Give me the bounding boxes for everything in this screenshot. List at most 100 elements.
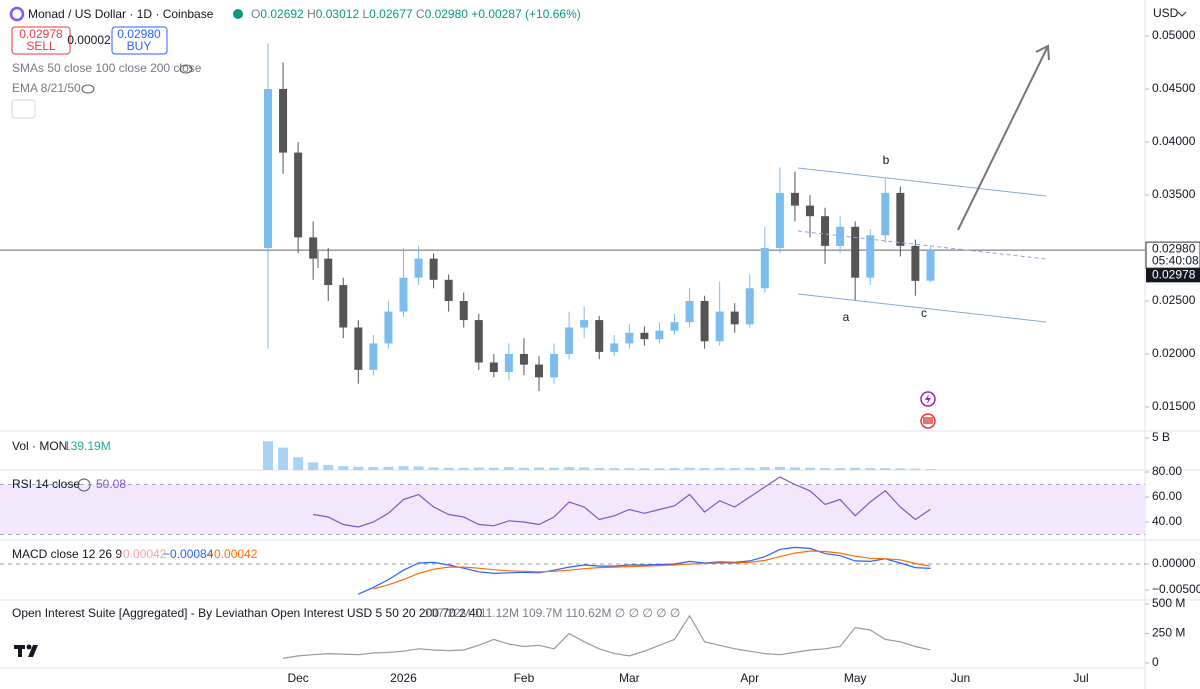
- volume-bar: [594, 468, 605, 470]
- candle-body: [670, 322, 679, 331]
- candle-body: [429, 258, 438, 280]
- logo-part: [26, 644, 32, 650]
- x-tick-label: Jul: [1073, 671, 1088, 685]
- candle-body: [730, 311, 739, 325]
- pane-value: −0.00084: [163, 547, 214, 561]
- ohlc-value: 0.02677: [369, 7, 413, 21]
- candle-body: [685, 301, 694, 323]
- candle-body: [474, 320, 483, 363]
- x-tick-label: Mar: [619, 671, 640, 685]
- symbol-title[interactable]: Monad / US Dollar · 1D · Coinbase: [28, 7, 214, 21]
- wave-label: c: [921, 306, 927, 320]
- volume-bar: [338, 466, 349, 470]
- y-tick-label: 0.04000: [1152, 134, 1196, 148]
- volume-bar: [669, 468, 680, 470]
- volume-bar: [729, 468, 740, 470]
- candle-body: [309, 237, 318, 259]
- sell-button[interactable]: [11, 26, 71, 55]
- volume-bar: [534, 467, 544, 470]
- x-tick-label: Apr: [740, 671, 759, 685]
- candle-body: [881, 192, 890, 236]
- candle-body: [790, 192, 799, 206]
- x-tick-label: May: [844, 671, 867, 685]
- rsi-band: [0, 484, 1145, 535]
- countdown: 05:40:08: [1152, 253, 1199, 267]
- x-tick-label: 2026: [390, 671, 417, 685]
- volume-bar: [368, 467, 379, 470]
- x-tick-label: Dec: [287, 671, 308, 685]
- y-tick-label: 0.04500: [1152, 81, 1196, 95]
- volume-bar: [473, 467, 484, 470]
- candle-body: [655, 330, 664, 340]
- volume-bar: [774, 466, 785, 470]
- channel-line: [797, 293, 1047, 323]
- currency[interactable]: USD: [1153, 6, 1179, 20]
- candle-body: [700, 301, 709, 342]
- volume-bar: [564, 467, 575, 470]
- volume-bar: [910, 468, 921, 470]
- buy-button[interactable]: [111, 26, 168, 55]
- volume-bar: [398, 466, 409, 470]
- sell-price: 0.02978: [19, 27, 63, 41]
- pane-title: Vol · MON: [12, 439, 67, 453]
- ohlc-value: 0.03012: [316, 7, 360, 21]
- y-tick-label: 250 M: [1152, 626, 1185, 640]
- y-tick-label: 0.05000: [1152, 28, 1196, 42]
- volume-bar: [383, 466, 394, 470]
- volume-bar: [925, 469, 936, 470]
- volume-bar: [880, 468, 891, 470]
- candle-body: [926, 250, 935, 281]
- hide-icon[interactable]: [179, 64, 193, 74]
- symbol-logo: [9, 6, 25, 22]
- candle-body: [806, 205, 814, 217]
- candle-body: [324, 258, 333, 286]
- indicator-legend[interactable]: SMAs 50 close 100 close 200 close: [12, 61, 202, 75]
- collapse-button[interactable]: [11, 99, 36, 119]
- ohlc-value: 0.02692: [260, 7, 304, 21]
- candle-body: [264, 89, 272, 248]
- candle-body: [595, 320, 604, 352]
- candle-body: [489, 362, 498, 373]
- candle-body: [354, 327, 363, 370]
- candle-body: [504, 354, 513, 373]
- volume-bar: [278, 447, 289, 470]
- volume-bar: [503, 467, 514, 470]
- last-price-label: 0.02980: [1152, 241, 1196, 255]
- volume-bar: [895, 468, 906, 470]
- hide-icon[interactable]: [81, 84, 95, 94]
- volume-bar: [353, 466, 364, 470]
- candle-body: [775, 192, 784, 248]
- y-tick-label: 0: [1152, 655, 1159, 669]
- y-tick-label: 0.02500: [1152, 293, 1196, 307]
- volume-bar: [293, 457, 304, 470]
- wave-label: a: [843, 310, 850, 324]
- volume-bar: [850, 467, 861, 470]
- y-tick-label: 500 M: [1152, 596, 1185, 610]
- currency-caret: [1177, 11, 1187, 17]
- wave-label: b: [883, 153, 890, 167]
- last-price-box: [1145, 241, 1200, 269]
- volume-bar: [308, 462, 319, 470]
- candle-body: [821, 216, 830, 246]
- arrow-head: [1035, 44, 1050, 61]
- buy-price: 0.02980: [117, 27, 161, 41]
- volume-bar: [639, 468, 650, 470]
- candle-body: [535, 364, 543, 378]
- market-status[interactable]: [233, 9, 243, 19]
- settings-icon[interactable]: [77, 478, 91, 492]
- volume-bar: [549, 467, 560, 470]
- volume-bar: [624, 468, 635, 470]
- pane-title: RSI 14 close: [12, 477, 80, 491]
- x-tick-label: Feb: [514, 671, 535, 685]
- candle-body: [444, 279, 453, 301]
- volume-bar: [458, 467, 469, 470]
- indicator-legend[interactable]: EMA 8/21/50: [12, 81, 81, 95]
- volume-bar: [820, 468, 831, 470]
- arrow-line: [957, 45, 1049, 231]
- indicator-line: [358, 546, 931, 595]
- candle-body: [715, 311, 724, 342]
- candle-body: [580, 320, 589, 328]
- candle-body: [414, 258, 423, 278]
